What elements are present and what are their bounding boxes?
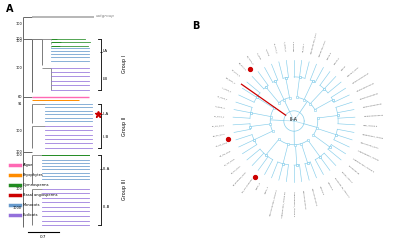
Text: Arabi1G59500_AtGH3: Arabi1G59500_AtGH3 (356, 150, 379, 162)
Text: OsCh3.6: OsCh3.6 (334, 57, 341, 65)
Text: I-A: I-A (103, 49, 108, 53)
Text: Algae: Algae (23, 163, 33, 166)
Text: 91: 91 (17, 102, 22, 106)
Text: 100: 100 (15, 153, 22, 157)
Text: Monocots: Monocots (23, 203, 40, 207)
Text: 60: 60 (17, 95, 22, 99)
Text: Jc_GH3_2: Jc_GH3_2 (221, 86, 232, 92)
Text: Glyma17G165500: Glyma17G165500 (360, 93, 380, 100)
Text: Pa_0234300_GH3: Pa_0234300_GH3 (232, 171, 247, 186)
Text: CaGH3.3: CaGH3.3 (327, 182, 333, 191)
Text: III-B: III-B (103, 205, 110, 209)
Text: Gymnosperms: Gymnosperms (23, 183, 49, 187)
Text: So_GH3_1: So_GH3_1 (273, 43, 278, 54)
Text: At_GH3_5: At_GH3_5 (283, 41, 286, 52)
Text: Brara400146: Brara400146 (347, 165, 359, 175)
Text: St_GH3: St_GH3 (256, 53, 261, 60)
Text: Arabi4G27390_AtGH3.2: Arabi4G27390_AtGH3.2 (352, 158, 375, 173)
Text: OsCh4: OsCh4 (341, 65, 347, 71)
Text: Os02g0101300_GH3: Os02g0101300_GH3 (310, 31, 318, 54)
Text: Brara4_AtGH3: Brara4_AtGH3 (341, 171, 353, 184)
Text: Rc_GH3_1: Rc_GH3_1 (217, 95, 228, 100)
Text: Glyma11G109800: Glyma11G109800 (363, 115, 384, 117)
Text: Pv_GH3_1: Pv_GH3_1 (213, 115, 225, 117)
Text: Cs_GH3_2: Cs_GH3_2 (231, 69, 241, 77)
Text: Eudicots: Eudicots (23, 213, 38, 217)
Text: 0.7: 0.7 (40, 235, 47, 239)
Text: outgroup: outgroup (96, 14, 115, 18)
Text: 100: 100 (15, 22, 22, 26)
Text: B: B (192, 21, 200, 31)
Text: Ca_Os_GH3: Ca_Os_GH3 (219, 150, 232, 157)
Text: Glyma11G051600: Glyma11G051600 (362, 104, 382, 108)
Text: Group II: Group II (122, 116, 128, 136)
Text: 100: 100 (15, 151, 22, 154)
Text: 100: 100 (15, 129, 22, 133)
Text: 100: 100 (15, 37, 22, 41)
Text: Bryophytes: Bryophytes (23, 173, 44, 177)
Text: Ph_Os_GH3: Ph_Os_GH3 (212, 125, 225, 127)
Text: Eg_GH3_1: Eg_GH3_1 (238, 61, 247, 71)
Text: Basal angiosperms: Basal angiosperms (23, 193, 57, 197)
Text: OsD_AtGH3.6: OsD_AtGH3.6 (363, 124, 378, 127)
Text: Gs_Os_GH3: Gs_Os_GH3 (215, 142, 228, 147)
Text: Group I: Group I (122, 55, 128, 73)
Text: Me_GH3_1: Me_GH3_1 (225, 77, 236, 84)
Text: OsCh3.5: OsCh3.5 (327, 52, 332, 60)
Text: Arabi1G59500_AtGH3.4: Arabi1G59500_AtGH3.4 (293, 190, 295, 217)
Text: Os_CK17: Os_CK17 (302, 42, 305, 52)
Text: Os01g0300_GH3: Os01g0300_GH3 (319, 39, 327, 57)
Text: Capru10004412h: Capru10004412h (311, 188, 316, 207)
Text: Capru10034_GH3: Capru10034_GH3 (360, 142, 379, 149)
Text: 100: 100 (15, 187, 22, 191)
Text: A: A (6, 4, 13, 14)
Text: II-B: II-B (103, 135, 109, 139)
Text: III-A: III-A (103, 167, 110, 171)
Text: Brara400175_AtGH3.3: Brara400175_AtGH3.3 (334, 177, 350, 198)
Text: Sl_GH3: Sl_GH3 (265, 49, 269, 57)
Text: Pt_GH3_2: Pt_GH3_2 (215, 105, 226, 109)
Text: II-A: II-A (103, 112, 109, 116)
Text: Glyma05G101300: Glyma05G101300 (357, 82, 375, 92)
Text: 100: 100 (15, 39, 22, 43)
Text: Ps_Os_GH3: Ps_Os_GH3 (230, 165, 241, 174)
Text: Arabi4G27390_AtGH3.2b: Arabi4G27390_AtGH3.2b (281, 190, 286, 218)
Text: Group III: Group III (122, 180, 128, 200)
Text: Bra_Os_0234300: Bra_Os_0234300 (242, 177, 254, 193)
Text: II-A: II-A (290, 117, 298, 122)
Text: MedtrG5320_AtGH3: MedtrG5320_AtGH3 (362, 133, 384, 139)
Text: I-B: I-B (103, 77, 108, 81)
Text: Capru10004412m: Capru10004412m (302, 190, 306, 210)
Text: Capru10034960_AtGH3.1: Capru10034960_AtGH3.1 (269, 188, 278, 216)
Text: OsDIL_2: OsDIL_2 (256, 182, 261, 190)
Text: 1000: 1000 (13, 206, 22, 210)
Text: Vu_Os_GH3: Vu_Os_GH3 (213, 133, 226, 137)
Text: CL_Os_GH3: CL_Os_GH3 (224, 158, 236, 166)
Text: Vv_GH3_3: Vv_GH3_3 (246, 55, 254, 65)
Text: OsDIL_1: OsDIL_1 (264, 185, 269, 194)
Text: Glyma17G160300: Glyma17G160300 (352, 73, 370, 84)
Text: 100: 100 (15, 66, 22, 70)
Text: CaGH3.9: CaGH3.9 (319, 185, 324, 195)
Text: OsCh5.5_GH3: OsCh5.5_GH3 (347, 66, 360, 77)
